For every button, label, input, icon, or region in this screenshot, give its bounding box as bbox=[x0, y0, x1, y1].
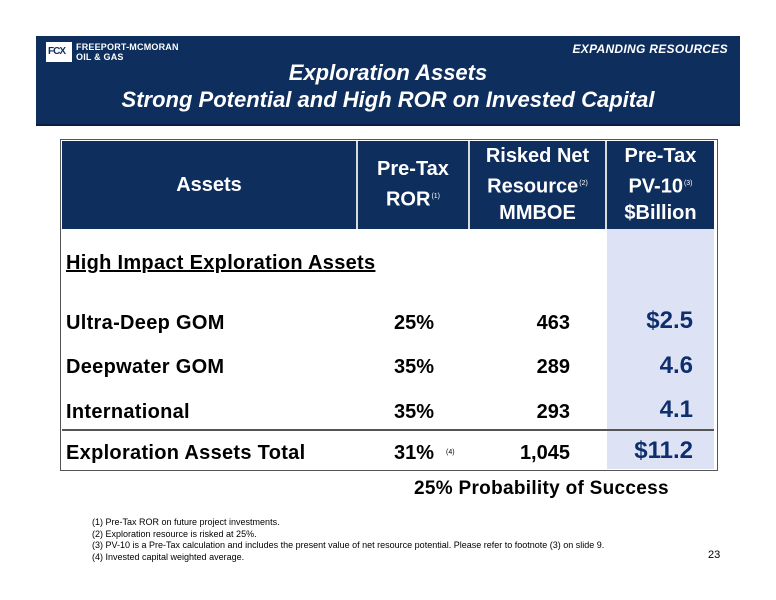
table-row-resource: 293 bbox=[536, 401, 570, 423]
logo-mark-text: FCX bbox=[48, 46, 66, 57]
table-row-pv10: 4.6 bbox=[659, 352, 693, 379]
table-row-pv10: $2.5 bbox=[646, 307, 693, 334]
ror-header-line1: Pre-Tax bbox=[377, 158, 449, 181]
column-header-ror: Pre-Tax ROR(1) bbox=[358, 141, 468, 229]
table-row-resource: 289 bbox=[536, 356, 570, 378]
pv-footnote-ref: (3) bbox=[683, 179, 693, 187]
column-header-assets-text: Assets bbox=[176, 173, 242, 196]
resource-footnote-ref: (2) bbox=[579, 179, 588, 187]
header-divider bbox=[605, 141, 607, 229]
table-row-ror: 35% bbox=[393, 401, 435, 423]
footnote: (1) Pre-Tax ROR on future project invest… bbox=[92, 517, 280, 527]
company-name: FREEPORT-MCMORAN OIL & GAS bbox=[76, 42, 179, 62]
total-row-label: Exploration Assets Total bbox=[66, 442, 306, 464]
resource-header-line1: Risked Net bbox=[485, 144, 590, 167]
table-row-label: International bbox=[66, 401, 190, 423]
company-name-line2: OIL & GAS bbox=[76, 52, 124, 62]
section-title: High Impact Exploration Assets bbox=[66, 252, 376, 274]
footnote: (4) Invested capital weighted average. bbox=[92, 551, 245, 562]
total-ror-footnote-ref: (4) bbox=[446, 449, 455, 456]
column-header-resource: Risked Net Resource(2) MMBOE bbox=[470, 141, 605, 229]
table-row-ror: 35% bbox=[393, 356, 435, 378]
pv-header-line3: $Billion bbox=[624, 202, 697, 225]
table-row-label: Deepwater GOM bbox=[66, 356, 225, 378]
column-header-pv10: Pre-Tax PV-10(3) $Billion bbox=[607, 141, 714, 229]
footnotes: (1) Pre-Tax ROR on future project invest… bbox=[92, 517, 604, 563]
tagline: EXPANDING RESOURCES bbox=[572, 42, 728, 56]
footnote: (2) Exploration resource is risked at 25… bbox=[92, 528, 257, 539]
resource-header-line3: MMBOE bbox=[499, 202, 576, 225]
table-row-pv10: 4.1 bbox=[659, 396, 693, 423]
page-number: 23 bbox=[708, 549, 721, 561]
resource-header-line2: Resource bbox=[487, 175, 579, 198]
pv-header-line1: Pre-Tax bbox=[624, 144, 697, 167]
header-banner: FCX FREEPORT-MCMORAN OIL & GAS EXPANDING… bbox=[36, 36, 740, 126]
slide-title: Exploration Assets bbox=[288, 60, 488, 85]
header-divider bbox=[356, 141, 358, 229]
footnote: (3) PV-10 is a Pre-Tax calculation and i… bbox=[92, 540, 605, 550]
total-divider bbox=[62, 429, 714, 431]
company-logo: FCX FREEPORT-MCMORAN OIL & GAS bbox=[46, 42, 179, 62]
header-divider bbox=[468, 141, 470, 229]
company-name-line1: FREEPORT-MCMORAN bbox=[76, 42, 179, 52]
pv-header-line2: PV-10 bbox=[628, 175, 683, 198]
ror-footnote-ref: (1) bbox=[431, 193, 440, 201]
total-row-ror: 31% bbox=[393, 442, 435, 464]
ror-header-line2: ROR bbox=[385, 188, 431, 211]
total-row-resource: 1,045 bbox=[519, 442, 570, 464]
logo-mark-icon: FCX bbox=[46, 42, 72, 62]
pv10-column-shading bbox=[607, 229, 714, 469]
table-row-ror: 25% bbox=[393, 312, 435, 334]
table-frame bbox=[60, 139, 718, 471]
slide-subtitle: Strong Potential and High ROR on Investe… bbox=[121, 87, 655, 112]
table-row-resource: 463 bbox=[536, 312, 570, 334]
probability-of-success: 25% Probability of Success bbox=[414, 478, 669, 499]
total-row-pv10: $11.2 bbox=[634, 437, 693, 464]
column-header-assets: Assets bbox=[62, 141, 356, 229]
table-row-label: Ultra-Deep GOM bbox=[66, 312, 225, 334]
